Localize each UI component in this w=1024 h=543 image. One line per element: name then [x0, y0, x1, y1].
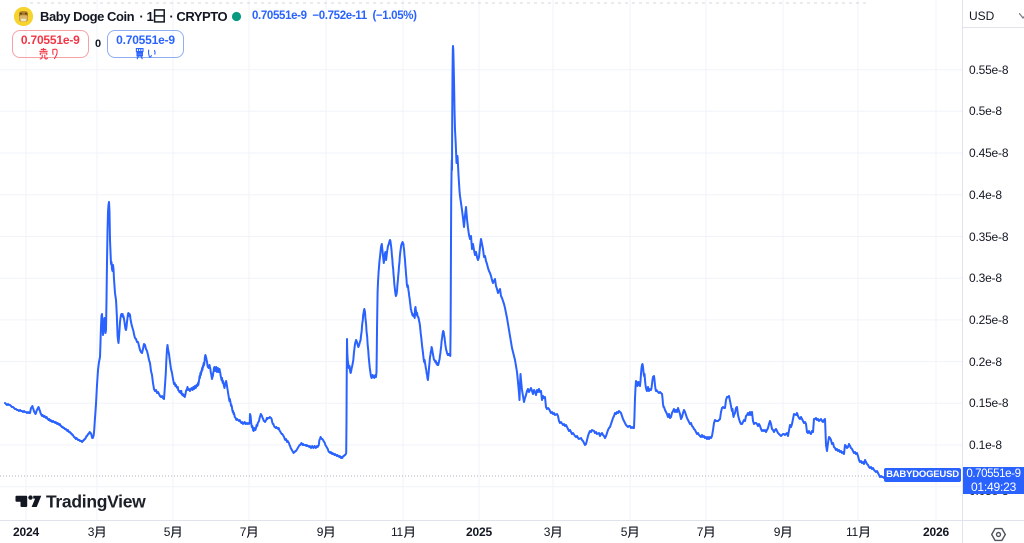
svg-text:TradingView: TradingView [46, 492, 146, 512]
